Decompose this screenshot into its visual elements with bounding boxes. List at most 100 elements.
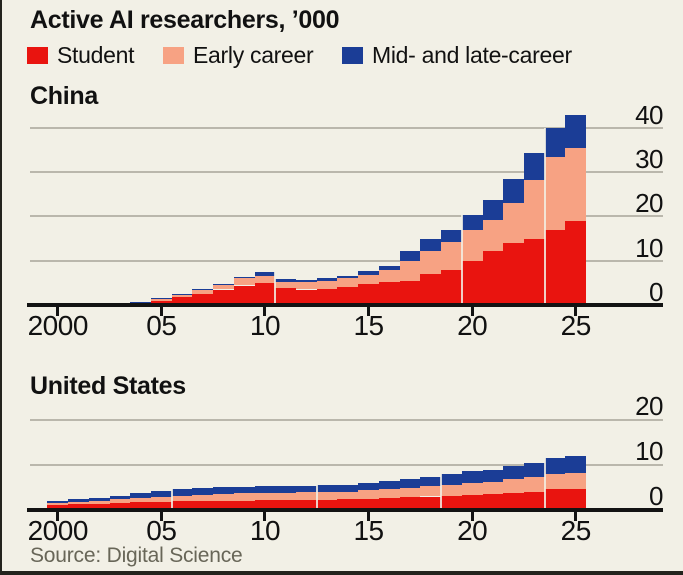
bar-segment-student [316,499,338,510]
bar-segment-mid_late_career [192,289,214,291]
bar-segment-mid_late_career [544,458,566,474]
bar-segment-early_career [420,486,442,497]
bar-separator-china-2024 [543,127,546,305]
bar-segment-mid_late_career [544,127,566,157]
bar-segment-mid_late_career [441,229,462,243]
bar-segment-early_career [151,497,172,502]
bar-segment-mid_late_career [358,483,379,491]
bar-segment-student [233,285,255,305]
student-swatch-icon [27,46,48,64]
legend-label-early_career: Early career [193,41,314,68]
frame-edge-left [0,0,2,575]
y-axis-label-united-states-20: 20 [635,391,663,421]
bar-segment-early_career [68,501,89,505]
bar-segment-mid_late_career [233,276,255,279]
bar-segment-early_career [399,487,421,498]
bar-segment-early_career [544,474,566,490]
y-axis-label-china-0: 0 [649,277,663,307]
y-axis-label-china-10: 10 [635,232,663,263]
bar-segment-mid_late_career [171,293,193,295]
bar-segment-student [47,504,69,510]
gridline-china-40 [30,126,663,129]
x-tick-china-2015 [367,307,371,316]
bar-segment-mid_late_career [192,487,214,495]
bar-segment-early_career [503,203,524,243]
bar-segment-early_career [565,472,587,489]
x-tick-united-states-2025 [574,512,578,521]
bar-segment-early_career [503,479,524,494]
bar-segment-mid_late_career [109,495,131,500]
x-tick-china-2010 [263,307,267,316]
bar-segment-mid_late_career [523,153,545,181]
bar-segment-mid_late_career [482,469,504,482]
bar-segment-early_career [213,493,234,501]
y-axis-label-china-20: 20 [635,188,663,219]
x-tick-united-states-2015 [367,512,371,521]
bar-segment-mid_late_career [378,481,400,490]
bar-segment-student [461,494,483,510]
y-axis-label-united-states-0: 0 [649,481,663,511]
bar-segment-mid_late_career [482,199,504,220]
bar-segment-mid_late_career [88,497,110,501]
bar-segment-early_career [565,147,587,221]
bar-segment-mid_late_career [420,238,442,251]
bar-segment-student [171,501,193,510]
bar-segment-student [275,287,297,305]
bar-segment-student [544,489,566,510]
bar-separator-united-states-2013 [315,485,318,510]
gridline-united-states-10 [30,464,663,466]
bar-segment-mid_late_career [68,499,89,502]
bar-segment-early_career [316,280,338,289]
bar-segment-student [358,498,379,510]
bar-segment-early_career [316,492,338,500]
bar-segment-early_career [47,502,69,505]
bar-segment-student [296,500,317,510]
x-axis-label-china-2020: 20 [457,310,488,341]
bar-separator-china-2020 [460,215,463,305]
bar-segment-early_career [523,477,545,492]
bar-segment-mid_late_career [233,486,255,494]
bar-segment-student [213,500,234,510]
x-axis-label-united-states-2015: 15 [353,515,384,546]
bar-segment-early_career [171,495,193,501]
y-axis-label-united-states-10: 10 [635,436,663,466]
bar-separator-china-2011 [274,272,277,305]
bar-segment-early_career [337,491,359,500]
bar-segment-early_career [482,481,504,495]
gridline-china-30 [30,171,663,174]
bar-segment-early_career [254,275,276,284]
bar-segment-mid_late_career [47,501,69,503]
bar-segment-mid_late_career [565,456,587,473]
y-axis-label-china-40: 40 [635,99,663,130]
bar-segment-student [523,492,545,510]
bar-segment-early_career [378,489,400,499]
bar-segment-early_career [213,284,234,290]
bar-segment-early_career [109,499,131,503]
bar-segment-early_career [461,483,483,495]
bar-segment-student [503,242,524,305]
bar-segment-mid_late_career [130,493,151,499]
bar-segment-student [565,488,587,510]
bar-segment-mid_late_career [420,477,442,487]
bar-segment-student [523,238,545,305]
bar-segment-student [213,289,234,305]
bar-segment-early_career [441,484,462,496]
bar-segment-student [441,269,462,305]
bar-segment-mid_late_career [316,485,338,492]
bar-segment-student [130,502,151,510]
bar-segment-student [378,498,400,510]
bar-segment-early_career [358,274,379,285]
bar-separator-united-states-2006 [170,488,173,510]
bar-segment-early_career [544,156,566,230]
bar-segment-student [68,504,89,510]
x-axis-label-united-states-2025: 25 [560,515,592,546]
x-axis-label-china-2010: 10 [249,310,281,341]
bar-segment-mid_late_career [461,215,483,231]
bar-segment-early_career [296,492,317,501]
bar-segment-mid_late_career [213,283,234,285]
bar-segment-mid_late_career [503,179,524,204]
bar-segment-mid_late_career [275,486,297,493]
frame-edge-bottom [0,571,683,575]
bar-segment-early_career [420,250,442,275]
bar-segment-mid_late_career [213,486,234,494]
